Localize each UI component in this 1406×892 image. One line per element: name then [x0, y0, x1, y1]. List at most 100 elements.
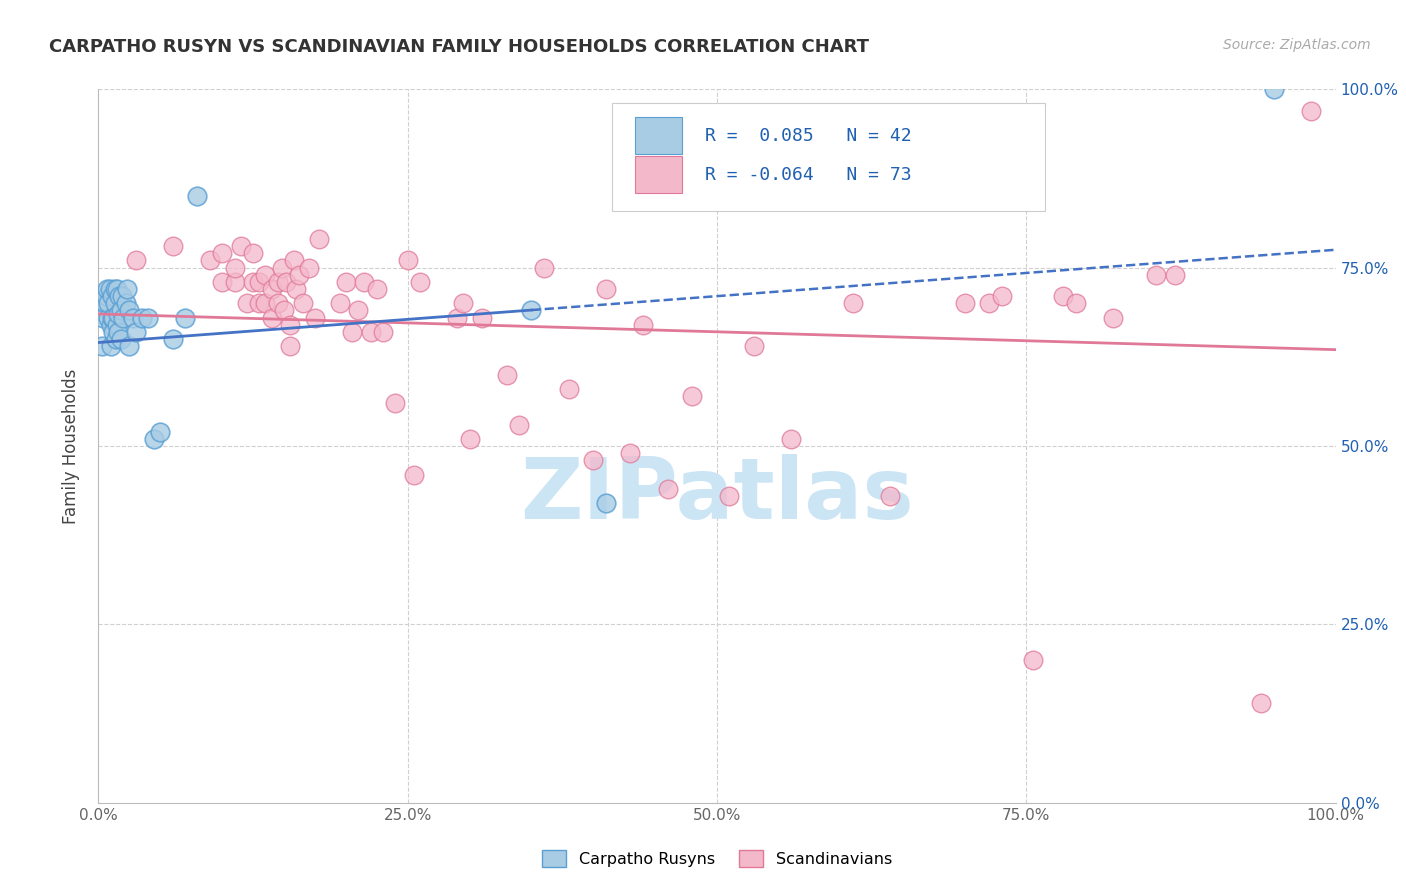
Point — [371, 325, 394, 339]
Point — [162, 332, 184, 346]
Point — [254, 268, 277, 282]
Point — [105, 282, 128, 296]
Point — [93, 296, 115, 310]
Point — [1102, 310, 1125, 325]
Point — [124, 325, 146, 339]
Point — [990, 289, 1012, 303]
Point — [657, 482, 679, 496]
Point — [254, 296, 277, 310]
Point — [979, 296, 1001, 310]
Point — [366, 282, 388, 296]
Point — [329, 296, 352, 310]
Point — [174, 310, 197, 325]
Text: Source: ZipAtlas.com: Source: ZipAtlas.com — [1223, 38, 1371, 53]
Point — [96, 282, 118, 296]
Point — [278, 339, 301, 353]
Point — [953, 296, 976, 310]
FancyBboxPatch shape — [612, 103, 1045, 211]
Point — [1299, 103, 1322, 118]
Point — [267, 275, 290, 289]
FancyBboxPatch shape — [636, 117, 682, 154]
Point — [270, 260, 292, 275]
Point — [273, 303, 295, 318]
Point — [247, 296, 270, 310]
Point — [288, 268, 311, 282]
Point — [110, 303, 132, 318]
Point — [278, 318, 301, 332]
Point — [136, 310, 159, 325]
Point — [347, 303, 370, 318]
Point — [229, 239, 252, 253]
Point — [143, 432, 166, 446]
Point — [103, 296, 125, 310]
Point — [224, 275, 246, 289]
Point — [384, 396, 406, 410]
Point — [557, 382, 579, 396]
Point — [100, 318, 122, 332]
Point — [595, 282, 617, 296]
Point — [291, 296, 314, 310]
Point — [396, 253, 419, 268]
Point — [224, 260, 246, 275]
Text: R =  0.085   N = 42: R = 0.085 N = 42 — [704, 127, 911, 145]
Point — [360, 325, 382, 339]
Point — [619, 446, 641, 460]
Point — [340, 325, 363, 339]
Point — [1144, 268, 1167, 282]
Point — [520, 303, 543, 318]
Point — [198, 253, 221, 268]
Point — [103, 325, 125, 339]
Point — [495, 368, 517, 382]
Point — [131, 310, 153, 325]
Text: CARPATHO RUSYN VS SCANDINAVIAN FAMILY HOUSEHOLDS CORRELATION CHART: CARPATHO RUSYN VS SCANDINAVIAN FAMILY HO… — [49, 38, 869, 56]
Point — [100, 339, 122, 353]
Point — [103, 310, 125, 325]
Point — [242, 275, 264, 289]
Point — [1164, 268, 1187, 282]
Point — [471, 310, 494, 325]
Point — [780, 432, 803, 446]
Point — [267, 296, 290, 310]
Point — [110, 332, 132, 346]
Point — [107, 325, 129, 339]
Point — [681, 389, 703, 403]
Point — [335, 275, 357, 289]
Point — [260, 282, 283, 296]
Point — [879, 489, 901, 503]
Point — [453, 296, 475, 310]
Point — [118, 303, 141, 318]
Point — [298, 260, 321, 275]
Point — [595, 496, 617, 510]
Point — [742, 339, 765, 353]
Point — [1064, 296, 1087, 310]
Point — [285, 282, 308, 296]
Point — [112, 310, 135, 325]
Point — [118, 339, 141, 353]
Point — [1021, 653, 1043, 667]
Point — [409, 275, 432, 289]
Point — [236, 296, 259, 310]
Point — [114, 296, 136, 310]
Point — [115, 282, 138, 296]
Text: R = -0.064   N = 73: R = -0.064 N = 73 — [704, 166, 911, 184]
Point — [1263, 82, 1285, 96]
Point — [402, 467, 425, 482]
Point — [283, 253, 305, 268]
Point — [162, 239, 184, 253]
Point — [124, 253, 146, 268]
Point — [97, 296, 120, 310]
Point — [508, 417, 530, 432]
Point — [91, 339, 114, 353]
Point — [105, 318, 128, 332]
Point — [1250, 696, 1272, 710]
Point — [101, 310, 124, 325]
FancyBboxPatch shape — [636, 156, 682, 194]
Point — [97, 310, 120, 325]
Point — [108, 289, 131, 303]
Point — [276, 275, 298, 289]
Point — [103, 282, 125, 296]
Point — [260, 310, 283, 325]
Point — [631, 318, 654, 332]
Point — [446, 310, 468, 325]
Point — [93, 310, 115, 325]
